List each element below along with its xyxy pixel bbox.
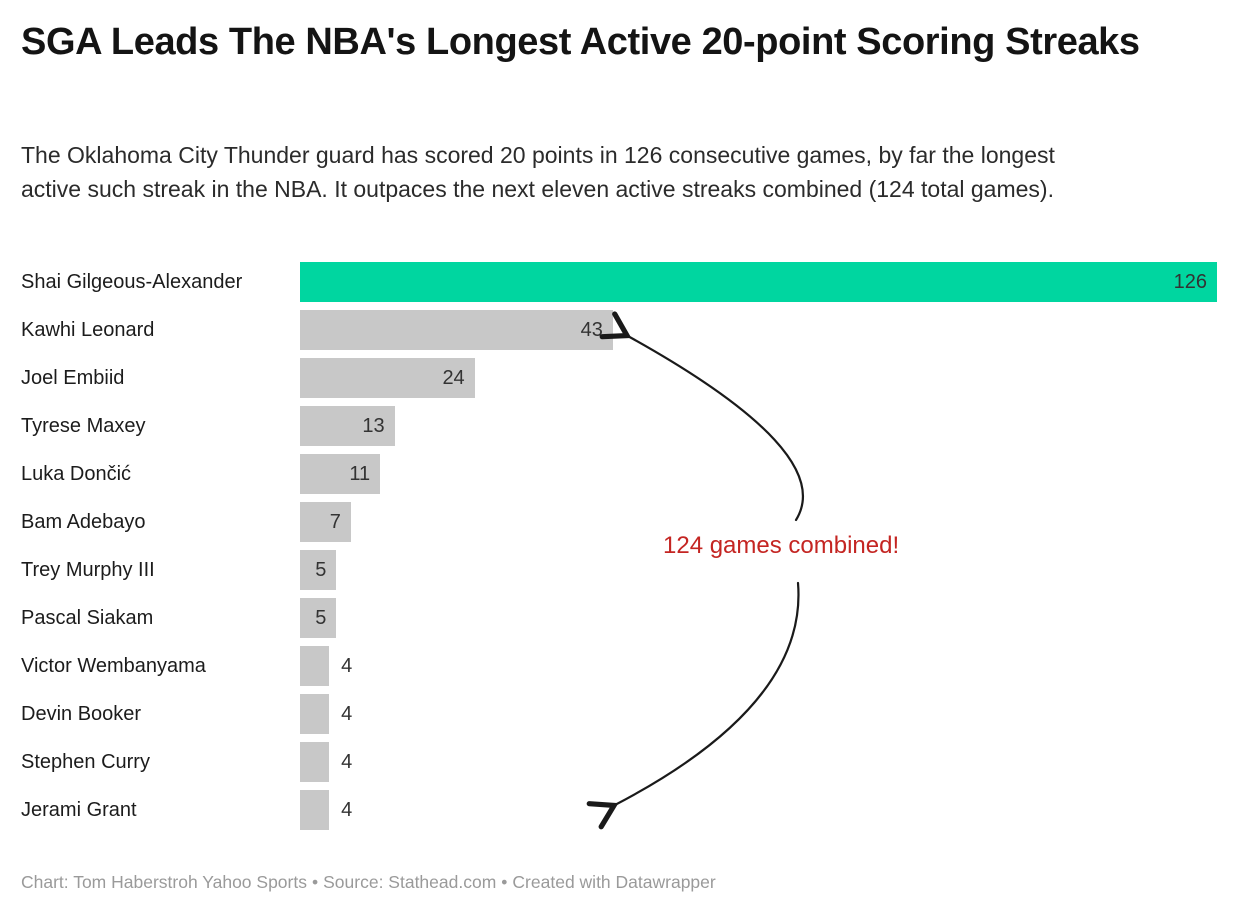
bar-chart: Shai Gilgeous-Alexander 126 Kawhi Leonard 4…: [21, 262, 1219, 830]
value-label: 11: [349, 463, 371, 485]
value-label: 5: [315, 607, 327, 629]
bar-row: Tyrese Maxey 13: [21, 406, 1219, 446]
value-label: 4: [341, 655, 353, 677]
category-label: Victor Wembanyama: [21, 655, 206, 677]
category-label: Trey Murphy III: [21, 559, 155, 581]
category-label: Stephen Curry: [21, 751, 150, 773]
bar: 5: [300, 550, 337, 590]
footer-separator: •: [311, 872, 319, 892]
bar: 13: [300, 406, 395, 446]
value-label: 7: [329, 511, 341, 533]
footer-source-link[interactable]: Source: Stathead.com: [323, 872, 497, 892]
bar-row: Joel Embiid 24: [21, 358, 1219, 398]
category-label: Luka Dončić: [21, 463, 132, 485]
bar: [300, 646, 330, 686]
bar-row: Luka Dončić 11: [21, 454, 1219, 494]
value-label: 4: [341, 703, 353, 725]
category-label: Shai Gilgeous-Alexander: [21, 271, 243, 293]
value-label: 13: [362, 415, 385, 437]
bar: [300, 742, 330, 782]
bar: [300, 790, 330, 830]
category-label: Kawhi Leonard: [21, 319, 155, 341]
highlight-bar: 126: [300, 262, 1217, 302]
bar-row: Devin Booker 4: [21, 694, 1219, 734]
category-label: Bam Adebayo: [21, 511, 146, 533]
bar: 24: [300, 358, 475, 398]
bar-row: Pascal Siakam 5: [21, 598, 1219, 638]
footer-datawrapper-link[interactable]: Created with Datawrapper: [512, 872, 716, 892]
category-label: Joel Embiid: [21, 367, 125, 389]
bar: [300, 694, 330, 734]
value-label: 43: [580, 319, 603, 341]
chart-subtitle: The Oklahoma City Thunder guard has scor…: [21, 142, 1055, 202]
value-label: 4: [341, 751, 353, 773]
bar: 43: [300, 310, 613, 350]
category-label: Pascal Siakam: [21, 607, 154, 629]
category-label: Devin Booker: [21, 703, 142, 725]
bar-row: Kawhi Leonard 43: [21, 310, 1219, 350]
chart-title: SGA Leads The NBA's Longest Active 20-po…: [21, 21, 1140, 63]
value-label: 24: [442, 367, 465, 389]
bar-row: Jerami Grant 4: [21, 790, 1219, 830]
value-label: 5: [315, 559, 327, 581]
value-label: 4: [341, 799, 353, 821]
category-label: Jerami Grant: [21, 799, 137, 821]
category-label: Tyrese Maxey: [21, 415, 146, 437]
bar-row: Shai Gilgeous-Alexander 126: [21, 262, 1219, 302]
footer-chart-credit: Chart: Tom Haberstroh Yahoo Sports: [21, 872, 307, 892]
bar: 7: [300, 502, 351, 542]
value-label: 126: [1173, 271, 1207, 293]
bar-row: Trey Murphy III 5: [21, 550, 1219, 590]
bar: 5: [300, 598, 337, 638]
annotation-callout: 124 games combined!: [663, 532, 900, 559]
bar-row: Bam Adebayo 7: [21, 502, 1219, 542]
bar: 11: [300, 454, 381, 494]
bar-row: Victor Wembanyama 4: [21, 646, 1219, 686]
bar-row: Stephen Curry 4: [21, 742, 1219, 782]
footer: Chart: Tom Haberstroh Yahoo Sports • Sourc…: [21, 871, 1219, 893]
footer-separator: •: [501, 872, 508, 892]
